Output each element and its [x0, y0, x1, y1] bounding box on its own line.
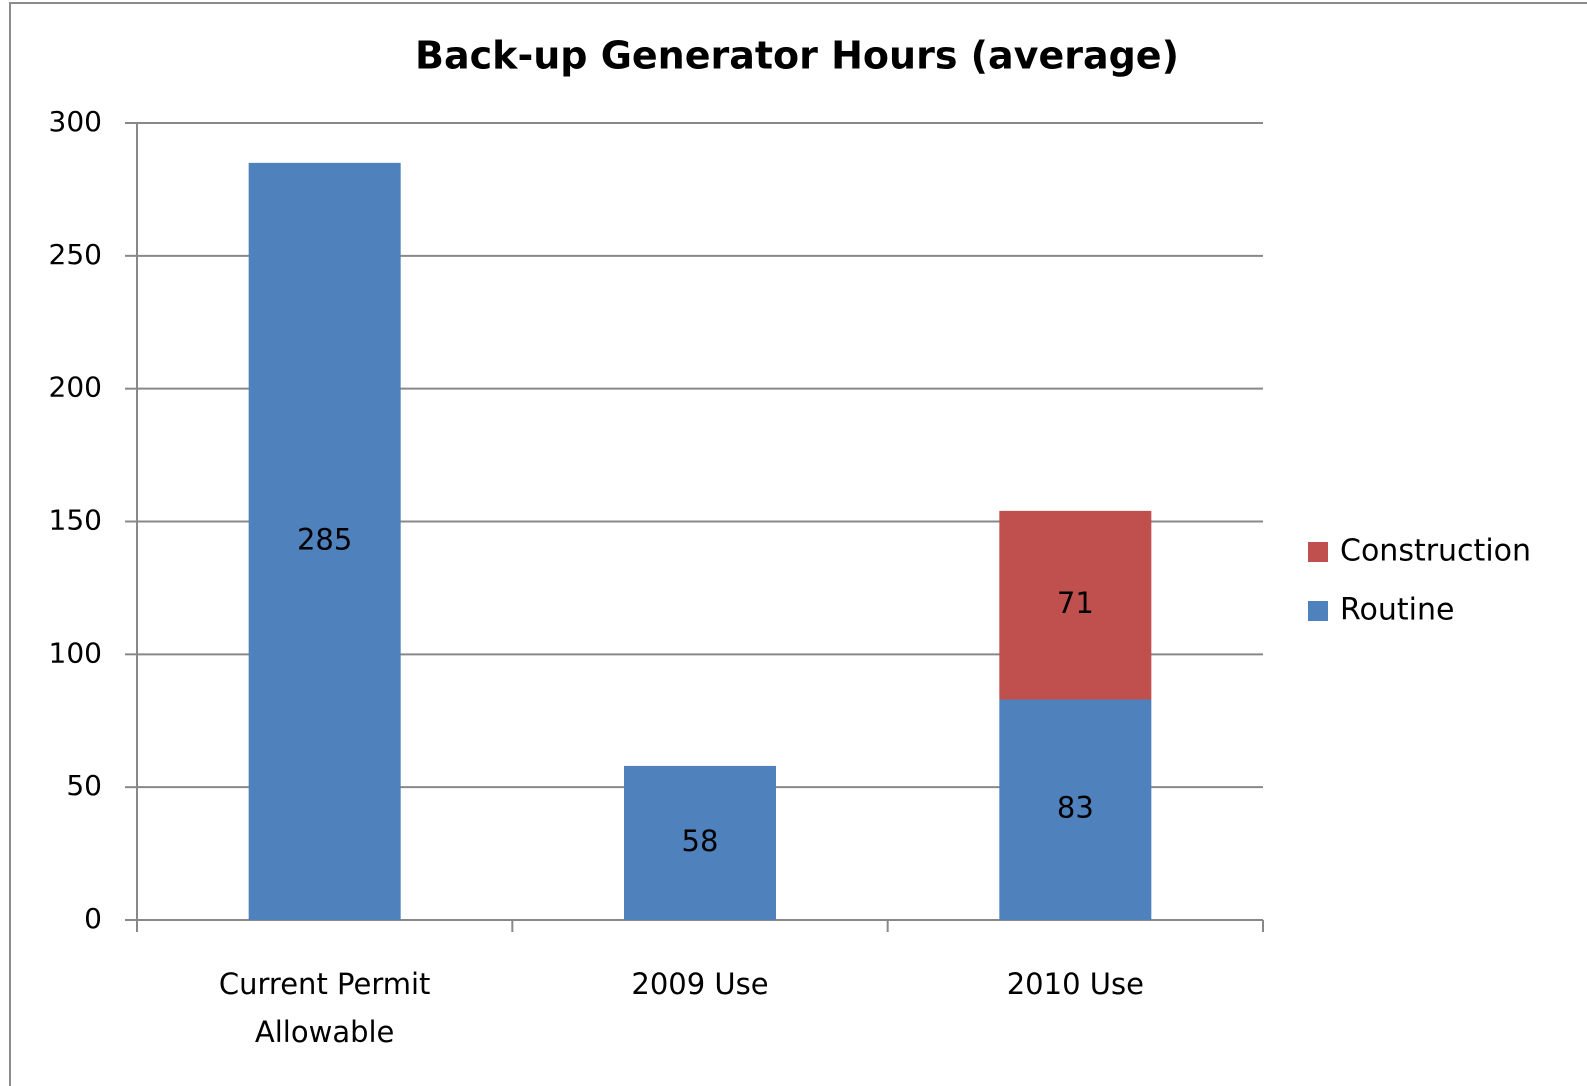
y-tick-label: 50: [66, 769, 102, 802]
bar: [248, 162, 401, 921]
legend-label: Routine: [1340, 593, 1454, 628]
legend-swatch: [1308, 542, 1328, 562]
y-tick-label: 0: [84, 902, 102, 935]
chart-frame: [9, 2, 1587, 1086]
data-label: 285: [297, 522, 352, 556]
bar: [623, 765, 777, 920]
y-tick-label: 300: [49, 105, 102, 138]
legend-label: Construction: [1340, 534, 1531, 569]
chart-title: Back-up Generator Hours (average): [415, 34, 1179, 78]
legend-swatch: [1308, 601, 1328, 621]
bar: [999, 699, 1152, 920]
y-tick-label: 150: [49, 504, 102, 537]
y-tick-label: 100: [49, 636, 102, 669]
data-label: 71: [1057, 586, 1094, 620]
data-label: 58: [682, 824, 719, 858]
y-tick-label: 250: [49, 238, 102, 271]
x-tick-label: Current Permit Allowable: [218, 967, 431, 1049]
x-tick-label: 2010 Use: [1006, 967, 1144, 1001]
y-tick-label: 200: [49, 371, 102, 404]
data-label: 83: [1057, 791, 1094, 825]
bar: [999, 510, 1152, 700]
x-tick-label: 2009 Use: [631, 967, 769, 1001]
